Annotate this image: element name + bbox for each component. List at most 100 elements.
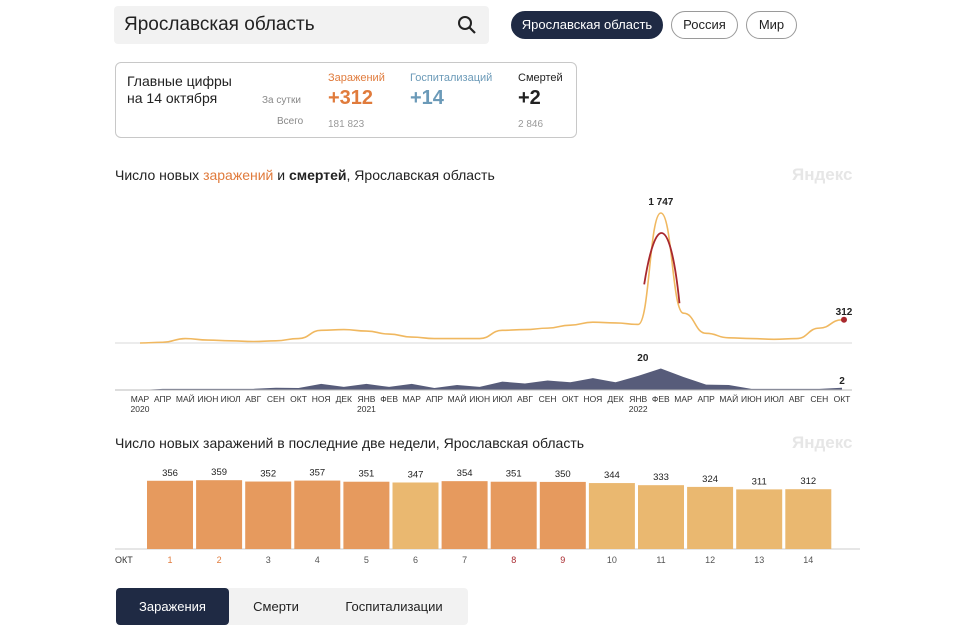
row-total-label: Всего	[277, 116, 304, 127]
summary-heading: Главные цифры на 14 октября	[127, 73, 232, 106]
infections-peak-segment	[643, 232, 681, 304]
x-year-label: 2021	[357, 404, 376, 414]
bar-value-label: 347	[408, 469, 424, 480]
bar-value-label: 333	[653, 472, 669, 483]
chart1-title: Число новых заражений и смертей, Ярослав…	[115, 167, 495, 183]
x-tick-label: СЕН	[810, 394, 828, 404]
search-icon[interactable]	[457, 15, 477, 35]
x-tick-label: ДЕК	[336, 394, 352, 404]
bar-value-label: 311	[752, 476, 767, 487]
x-tick-label: ИЮН	[469, 394, 490, 404]
chart1-annotation: 2	[839, 376, 845, 387]
bar-value-label: 344	[604, 470, 620, 481]
chip-russia[interactable]: Россия	[671, 11, 738, 39]
bar-category-label: 4	[315, 555, 320, 565]
x-year-label: 2022	[629, 404, 648, 414]
x-tick-label: МАЙ	[176, 393, 195, 404]
metric-tabs: Заражения Смерти Госпитализации	[116, 588, 468, 625]
tab-infections[interactable]: Заражения	[116, 588, 229, 625]
bar	[294, 480, 341, 549]
bar-category-label: 3	[266, 555, 271, 565]
deaths-area	[140, 368, 842, 390]
x-tick-label: ИЮН	[741, 394, 762, 404]
chip-world[interactable]: Мир	[746, 11, 797, 39]
bar	[736, 489, 783, 549]
infections-stat: Заражений +312 181 823	[328, 72, 385, 130]
bar	[638, 485, 684, 549]
x-tick-label: МАЙ	[719, 393, 738, 404]
x-tick-label: МАЙ	[448, 393, 467, 404]
bar	[785, 489, 832, 549]
search-box[interactable]: Ярославская область	[114, 6, 489, 44]
bar-category-label: 10	[607, 555, 617, 565]
x-tick-label: АВГ	[245, 394, 261, 404]
bar	[343, 481, 390, 549]
x-tick-label: ИЮЛ	[764, 394, 784, 404]
bar	[490, 481, 537, 549]
bar-category-label: 7	[462, 555, 467, 565]
chart2-title: Число новых заражений в последние две не…	[115, 435, 585, 451]
yandex-watermark-2: Яндекс	[792, 433, 853, 452]
bar-category-label: 12	[705, 555, 715, 565]
deaths-stat: Смертей +2 2 846	[518, 72, 563, 130]
bar-value-label: 352	[260, 469, 276, 480]
search-input[interactable]: Ярославская область	[124, 14, 315, 35]
yandex-watermark: Яндекс	[792, 165, 853, 184]
chart1-annotation: 20	[637, 353, 649, 364]
tab-deaths[interactable]: Смерти	[253, 599, 299, 614]
bar-value-label: 357	[309, 468, 325, 479]
chip-region[interactable]: Ярославская область	[511, 11, 663, 39]
bar-value-label: 351	[506, 469, 522, 480]
x-tick-label: МАР	[131, 394, 150, 404]
x-tick-label: МАР	[674, 394, 693, 404]
bar	[196, 480, 243, 549]
x-tick-label: ОКТ	[290, 394, 307, 404]
x-tick-label: ОКТ	[834, 394, 851, 404]
chart1-annotation: 1 747	[648, 197, 673, 208]
x-tick-label: НОЯ	[312, 394, 331, 404]
bar-category-label: 11	[656, 555, 665, 565]
bar-value-label: 359	[211, 467, 227, 478]
bar	[539, 481, 586, 549]
x-tick-label: ОКТ	[562, 394, 579, 404]
bar-value-label: 350	[555, 469, 571, 480]
bar-category-label: 6	[413, 555, 418, 565]
x-tick-label: ИЮЛ	[221, 394, 241, 404]
x-tick-label: СЕН	[539, 394, 557, 404]
infections-line	[139, 212, 843, 344]
chart1-annotation: 312	[836, 307, 853, 318]
infections-last-point	[841, 316, 847, 323]
x-tick-label: АПР	[154, 394, 172, 404]
bar-category-label: 13	[754, 555, 764, 565]
row-daily-label: За сутки	[262, 95, 301, 106]
bar-month-label: ОКТ	[115, 555, 133, 565]
bar	[441, 481, 488, 549]
bar	[245, 481, 292, 549]
bar-category-label: 14	[803, 555, 813, 565]
x-tick-label: ЯНВ	[357, 394, 375, 404]
bar-value-label: 312	[800, 476, 816, 487]
x-tick-label: НОЯ	[584, 394, 603, 404]
hospital-stat: Госпитализаций +14	[410, 72, 493, 109]
bar-category-label: 8	[511, 555, 516, 565]
x-tick-label: АПР	[697, 394, 715, 404]
bar	[588, 483, 635, 549]
x-tick-label: ИЮЛ	[492, 394, 512, 404]
x-tick-label: ФЕВ	[652, 394, 670, 404]
bar-category-label: 5	[364, 555, 369, 565]
bar-value-label: 351	[358, 469, 374, 480]
x-tick-label: ИЮН	[198, 394, 219, 404]
bar-value-label: 354	[457, 468, 473, 479]
bar-category-label: 9	[560, 555, 565, 565]
x-year-label: 2020	[131, 404, 150, 414]
bar	[147, 480, 193, 549]
bar-value-label: 324	[702, 474, 718, 485]
tab-hospital[interactable]: Госпитализации	[345, 599, 443, 614]
bar-category-label: 1	[167, 555, 172, 565]
x-tick-label: АВГ	[789, 394, 805, 404]
x-tick-label: АВГ	[517, 394, 533, 404]
x-tick-label: ФЕВ	[380, 394, 398, 404]
x-tick-label: СЕН	[267, 394, 285, 404]
summary-card: Главные цифры на 14 октября За сутки Все…	[115, 62, 577, 138]
